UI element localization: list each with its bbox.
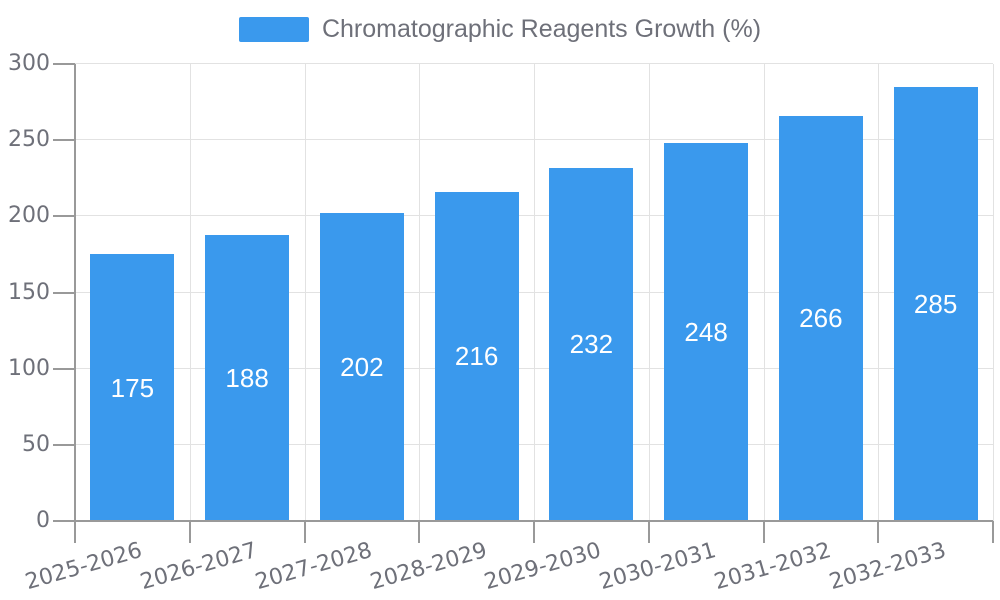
- y-axis-tick: [53, 291, 75, 294]
- legend-label: Chromatographic Reagents Growth (%): [321, 15, 762, 43]
- bar: [319, 213, 404, 521]
- x-axis-tick: [303, 521, 306, 543]
- x-axis-tick: [418, 521, 421, 543]
- gridline-x: [534, 64, 535, 521]
- y-axis-line: [74, 64, 76, 521]
- x-axis-tick: [992, 521, 994, 543]
- gridline-x: [878, 64, 880, 521]
- bar: [434, 191, 519, 521]
- x-axis-label: 2031-2032: [711, 538, 834, 596]
- x-axis-label: 2026-2027: [137, 538, 261, 596]
- gridline-x: [648, 64, 650, 521]
- gridline-x: [419, 64, 421, 521]
- x-axis-label: 2030-2031: [596, 538, 720, 596]
- gridline-y: [75, 63, 993, 64]
- gridline-x: [189, 64, 191, 521]
- y-axis-label: 50: [22, 431, 50, 457]
- x-axis-tick: [188, 521, 191, 543]
- y-axis-tick: [53, 367, 75, 370]
- y-axis-tick: [53, 215, 75, 218]
- bar-value-label: 202: [340, 352, 384, 383]
- x-axis-label: 2029-2030: [482, 538, 605, 596]
- bar-value-label: 248: [684, 317, 728, 348]
- bar-value-label: 285: [913, 288, 958, 319]
- bar: [549, 167, 634, 521]
- bar-value-label: 232: [569, 329, 614, 360]
- gridline-x: [304, 64, 306, 521]
- y-axis-label: 200: [8, 203, 50, 229]
- bar: [90, 254, 175, 521]
- bar: [664, 143, 749, 521]
- y-axis-label: 100: [8, 355, 50, 381]
- legend-swatch: [238, 16, 309, 42]
- legend-item[interactable]: Chromatographic Reagents Growth (%): [0, 15, 1000, 43]
- y-axis-tick: [53, 520, 75, 522]
- x-axis-tick: [877, 521, 880, 543]
- y-axis-label: 150: [8, 279, 50, 305]
- x-axis-label: 2032-2033: [826, 538, 949, 596]
- bar-value-label: 266: [799, 303, 843, 334]
- y-axis-tick: [53, 139, 75, 142]
- bar: [778, 115, 863, 521]
- bar-value-label: 216: [454, 341, 499, 372]
- x-axis-tick: [74, 521, 76, 543]
- x-axis-line: [75, 520, 993, 522]
- x-axis-tick: [647, 521, 650, 543]
- x-axis-label: 2028-2029: [367, 538, 490, 596]
- bar: [205, 234, 290, 521]
- y-axis-label: 250: [8, 127, 50, 153]
- bar: [893, 86, 978, 521]
- gridline-x: [993, 64, 994, 521]
- y-axis-tick: [53, 443, 75, 446]
- x-axis-tick: [762, 521, 765, 543]
- y-axis-label: 300: [8, 51, 50, 76]
- y-axis-tick: [53, 63, 75, 65]
- x-axis-label: 2027-2028: [252, 538, 375, 596]
- gridline-x: [763, 64, 765, 521]
- bar-value-label: 175: [110, 372, 155, 403]
- y-axis-label: 0: [36, 508, 50, 533]
- x-axis-label: 2025-2026: [23, 538, 146, 596]
- x-axis-tick: [533, 521, 535, 543]
- bar-value-label: 188: [225, 362, 269, 393]
